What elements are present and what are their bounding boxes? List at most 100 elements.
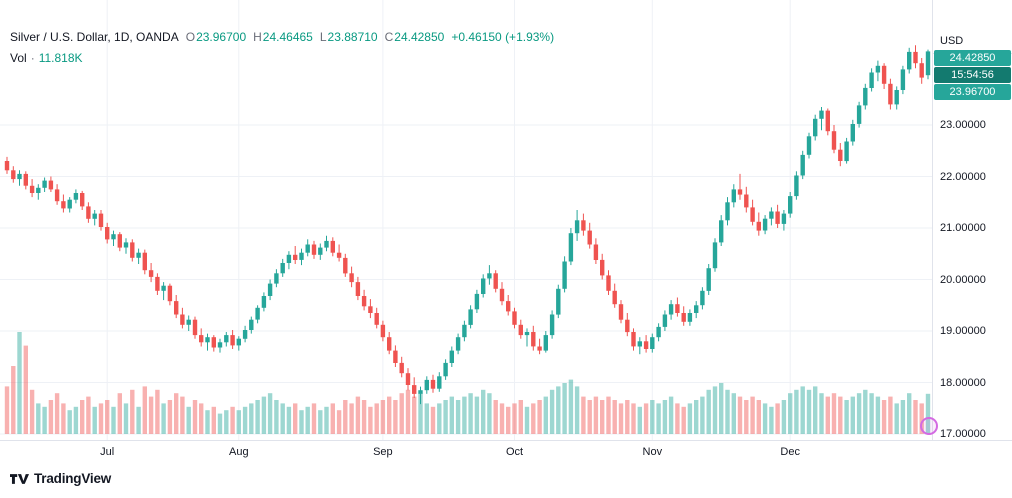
candle-body-down bbox=[29, 185, 35, 193]
candle-body-up bbox=[637, 341, 642, 347]
legend-row-volume[interactable]: Vol · 11.818K bbox=[10, 51, 554, 65]
candle-body-up bbox=[261, 296, 267, 308]
candle-body-down bbox=[756, 221, 761, 231]
price-axis[interactable]: USD 24.42850 15:54:56 23.96700 23.00000 2… bbox=[932, 0, 1012, 440]
candle-body-up bbox=[894, 90, 899, 105]
volume-bar bbox=[593, 396, 599, 434]
volume-bar bbox=[712, 386, 718, 434]
candle-body-up bbox=[662, 314, 668, 327]
volume-bar bbox=[856, 393, 862, 434]
candle-body-up bbox=[668, 304, 674, 315]
candle-body-down bbox=[631, 332, 636, 347]
candle-body-up bbox=[111, 234, 116, 240]
candle-body-down bbox=[919, 63, 924, 78]
candle-body-up bbox=[205, 337, 210, 343]
candle-body-up bbox=[769, 211, 774, 219]
price-tick-label: 23.00000 bbox=[940, 119, 986, 131]
volume-value: 11.818K bbox=[38, 51, 83, 65]
volume-bar bbox=[130, 389, 135, 434]
candle-body-up bbox=[255, 307, 260, 320]
volume-bar bbox=[67, 410, 72, 434]
candle-body-down bbox=[506, 301, 511, 312]
volume-bar bbox=[888, 396, 893, 434]
volume-bar bbox=[600, 400, 605, 434]
candle-body-up bbox=[437, 376, 442, 389]
volume-bar bbox=[405, 389, 411, 434]
volume-bar bbox=[111, 406, 116, 434]
countdown-badge: 15:54:56 bbox=[934, 67, 1011, 83]
candle-body-down bbox=[349, 273, 354, 283]
volume-bar bbox=[343, 400, 348, 434]
volume-bar bbox=[574, 386, 580, 434]
volume-bar bbox=[305, 406, 310, 434]
volume-bar bbox=[199, 403, 204, 434]
volume-bar bbox=[255, 400, 260, 434]
brand-footer[interactable]: TradingView bbox=[10, 471, 111, 486]
candle-body-up bbox=[725, 202, 730, 221]
candle-body-up bbox=[788, 196, 793, 214]
candle-body-down bbox=[130, 242, 135, 258]
candle-body-down bbox=[737, 189, 743, 195]
candle-body-up bbox=[900, 69, 906, 90]
candle-body-up bbox=[249, 319, 254, 330]
symbol-title[interactable]: Silver / U.S. Dollar, 1D, OANDA bbox=[10, 30, 179, 44]
volume-bar bbox=[330, 403, 335, 434]
volume-bar bbox=[324, 406, 329, 434]
brand-wordmark: TradingView bbox=[34, 471, 112, 486]
volume-bar bbox=[318, 410, 323, 434]
candle-body-down bbox=[192, 319, 198, 336]
volume-bar bbox=[148, 396, 154, 434]
volume-bar bbox=[637, 406, 642, 434]
candle-body-down bbox=[355, 282, 361, 296]
volume-bar bbox=[286, 406, 292, 434]
candle-body-down bbox=[98, 213, 104, 227]
volume-bar bbox=[230, 406, 235, 434]
volume-bar bbox=[681, 406, 686, 434]
candle-body-up bbox=[844, 141, 849, 162]
currency-label: USD bbox=[933, 0, 1012, 54]
volume-bar bbox=[650, 400, 655, 434]
candle-body-down bbox=[4, 161, 10, 171]
candle-body-up bbox=[549, 314, 555, 336]
candle-body-down bbox=[499, 288, 505, 302]
volume-bar bbox=[73, 406, 79, 434]
candle-body-up bbox=[418, 390, 423, 394]
candle-body-up bbox=[443, 362, 448, 377]
candle-body-down bbox=[142, 252, 147, 271]
candle-body-down bbox=[618, 304, 624, 320]
volume-bar bbox=[368, 406, 373, 434]
candle-body-down bbox=[831, 131, 837, 150]
volume-bar bbox=[731, 393, 736, 434]
candle-body-down bbox=[612, 290, 617, 305]
price-chart-canvas[interactable] bbox=[0, 0, 932, 440]
volume-bar bbox=[336, 410, 342, 434]
time-axis[interactable]: Jul Aug Sep Oct Nov Dec bbox=[0, 440, 1012, 464]
candle-body-down bbox=[744, 194, 749, 208]
candle-body-down bbox=[174, 301, 179, 315]
candle-body-up bbox=[462, 324, 467, 338]
candle-body-down bbox=[537, 346, 542, 351]
volume-bar bbox=[299, 410, 304, 434]
candle-body-down bbox=[675, 304, 680, 313]
candle-body-up bbox=[650, 337, 655, 349]
volume-bar bbox=[913, 400, 918, 434]
volume-bar bbox=[437, 403, 442, 434]
volume-bar bbox=[719, 383, 724, 434]
candle-body-up bbox=[474, 293, 480, 310]
candle-body-down bbox=[368, 306, 373, 313]
ohlc-value: 24.42850 bbox=[394, 30, 445, 44]
candle-body-up bbox=[907, 51, 912, 70]
volume-bar bbox=[311, 403, 317, 434]
volume-bar bbox=[4, 386, 10, 434]
candle-body-down bbox=[61, 201, 66, 209]
candle-body-down bbox=[531, 332, 536, 347]
volume-bar bbox=[355, 396, 361, 434]
candle-body-up bbox=[706, 268, 711, 291]
volume-bar bbox=[562, 383, 567, 434]
candle-body-down bbox=[518, 324, 523, 336]
volume-bar bbox=[205, 410, 210, 434]
volume-bar bbox=[863, 389, 868, 434]
candle-body-up bbox=[136, 252, 141, 258]
volume-bar bbox=[236, 410, 241, 434]
legend: Silver / U.S. Dollar, 1D, OANDA O 23.9670… bbox=[10, 30, 554, 65]
